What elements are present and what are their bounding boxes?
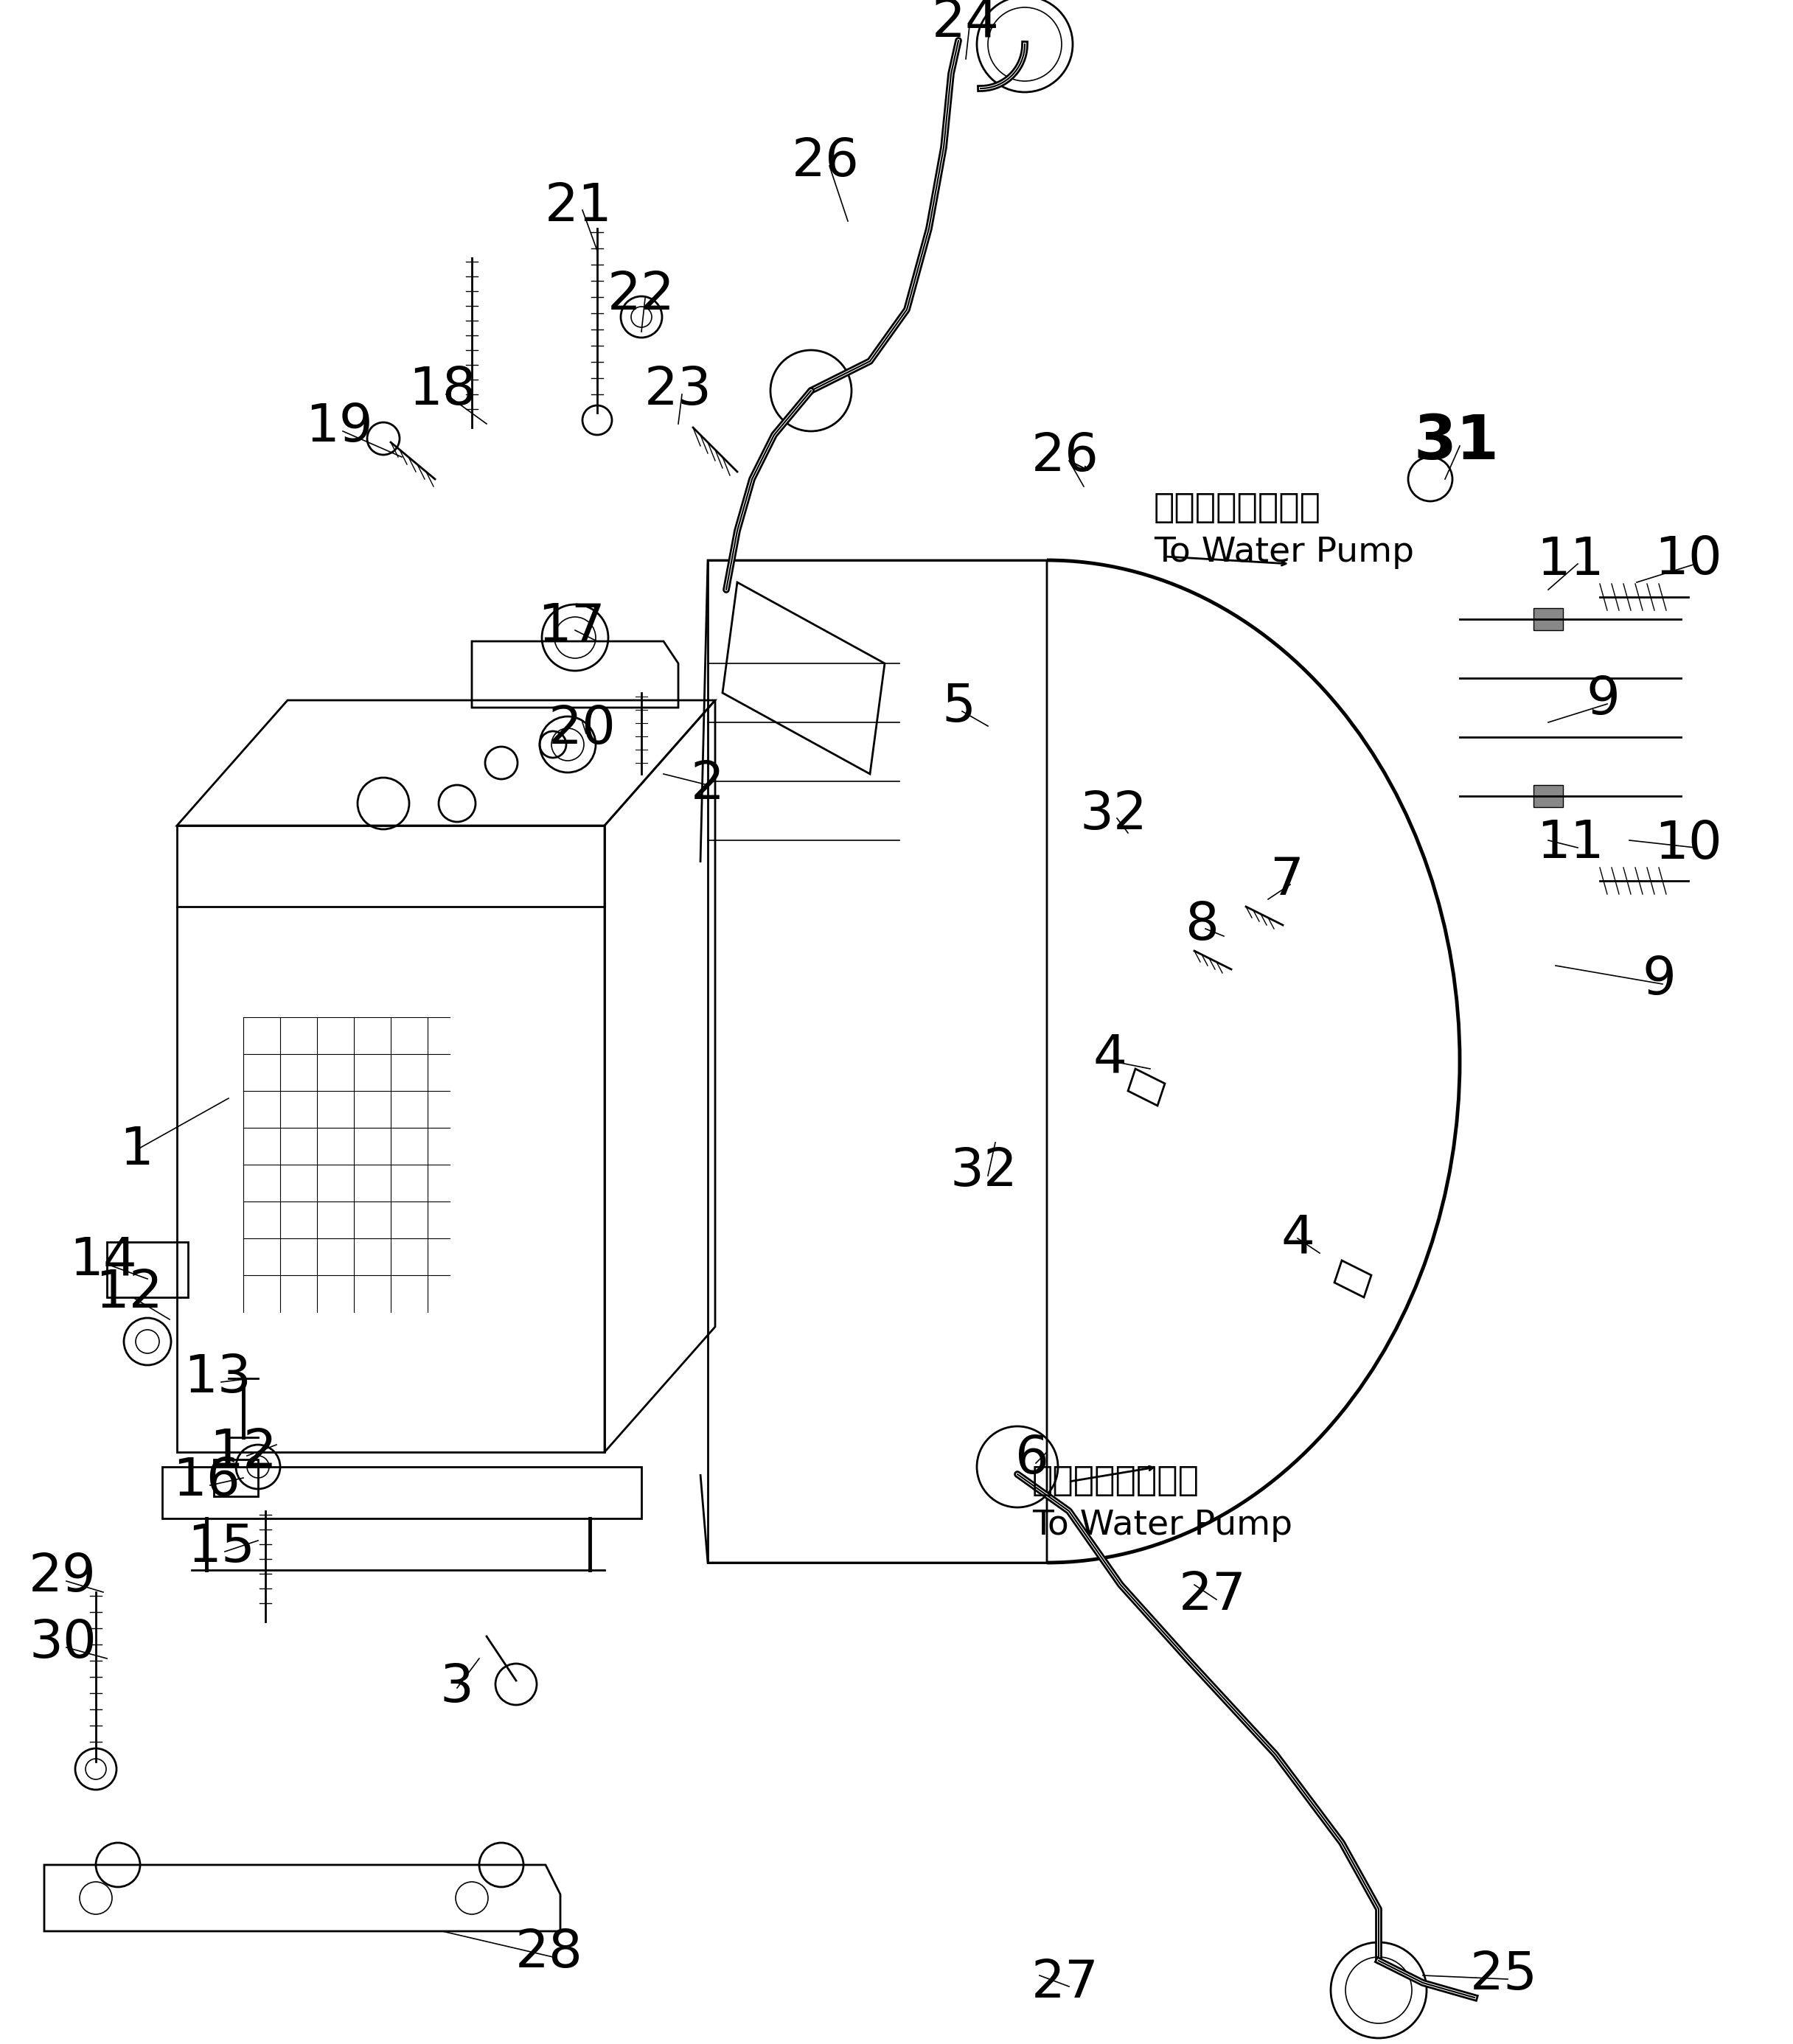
Text: 25: 25 bbox=[1470, 1950, 1538, 2001]
Bar bbox=[108, 1243, 188, 1298]
Text: To Water Pump: To Water Pump bbox=[1155, 536, 1415, 570]
Text: 8: 8 bbox=[1185, 899, 1219, 950]
Text: 27: 27 bbox=[1180, 1570, 1246, 1621]
Text: 9: 9 bbox=[1642, 955, 1676, 1006]
Text: 5: 5 bbox=[941, 683, 975, 734]
Text: 28: 28 bbox=[515, 1927, 583, 1979]
Text: 14: 14 bbox=[70, 1235, 136, 1286]
Text: 22: 22 bbox=[608, 270, 676, 321]
Bar bbox=[1533, 609, 1563, 630]
Text: 10: 10 bbox=[1655, 536, 1721, 587]
Bar bbox=[213, 1459, 258, 1496]
Text: 2: 2 bbox=[690, 760, 724, 811]
Text: 20: 20 bbox=[549, 705, 617, 754]
Bar bbox=[1533, 785, 1563, 807]
Text: 32: 32 bbox=[1079, 789, 1148, 840]
Text: 6: 6 bbox=[1015, 1435, 1049, 1484]
Text: 19: 19 bbox=[305, 403, 373, 454]
Text: 31: 31 bbox=[1413, 413, 1499, 472]
Text: 4: 4 bbox=[1280, 1212, 1314, 1263]
Text: 17: 17 bbox=[538, 601, 606, 652]
Text: 18: 18 bbox=[409, 366, 477, 417]
Text: 27: 27 bbox=[1031, 1958, 1099, 2009]
Text: 11: 11 bbox=[1537, 536, 1605, 587]
Text: 26: 26 bbox=[793, 137, 859, 188]
Text: 4: 4 bbox=[1092, 1032, 1126, 1083]
Text: 23: 23 bbox=[644, 366, 712, 417]
Text: 30: 30 bbox=[29, 1619, 97, 1670]
Text: ウォータポンプへ: ウォータポンプへ bbox=[1155, 493, 1321, 525]
Text: 13: 13 bbox=[183, 1353, 251, 1404]
Text: 11: 11 bbox=[1537, 818, 1605, 869]
Text: 15: 15 bbox=[186, 1523, 255, 1574]
Text: 32: 32 bbox=[950, 1147, 1018, 1198]
Text: 26: 26 bbox=[1031, 431, 1099, 482]
Text: 29: 29 bbox=[29, 1551, 97, 1602]
Text: 3: 3 bbox=[439, 1662, 473, 1713]
Text: 12: 12 bbox=[95, 1267, 163, 1318]
Text: 21: 21 bbox=[545, 182, 613, 231]
Text: To Water Pump: To Water Pump bbox=[1033, 1508, 1293, 1543]
Text: 12: 12 bbox=[210, 1427, 278, 1478]
Text: 16: 16 bbox=[172, 1455, 240, 1506]
Text: ウォータポンプへ: ウォータポンプへ bbox=[1033, 1466, 1200, 1498]
Text: 9: 9 bbox=[1587, 675, 1621, 726]
Text: 10: 10 bbox=[1655, 818, 1721, 869]
Text: 1: 1 bbox=[120, 1124, 154, 1175]
Text: 7: 7 bbox=[1269, 854, 1304, 905]
Text: 24: 24 bbox=[932, 0, 1000, 47]
